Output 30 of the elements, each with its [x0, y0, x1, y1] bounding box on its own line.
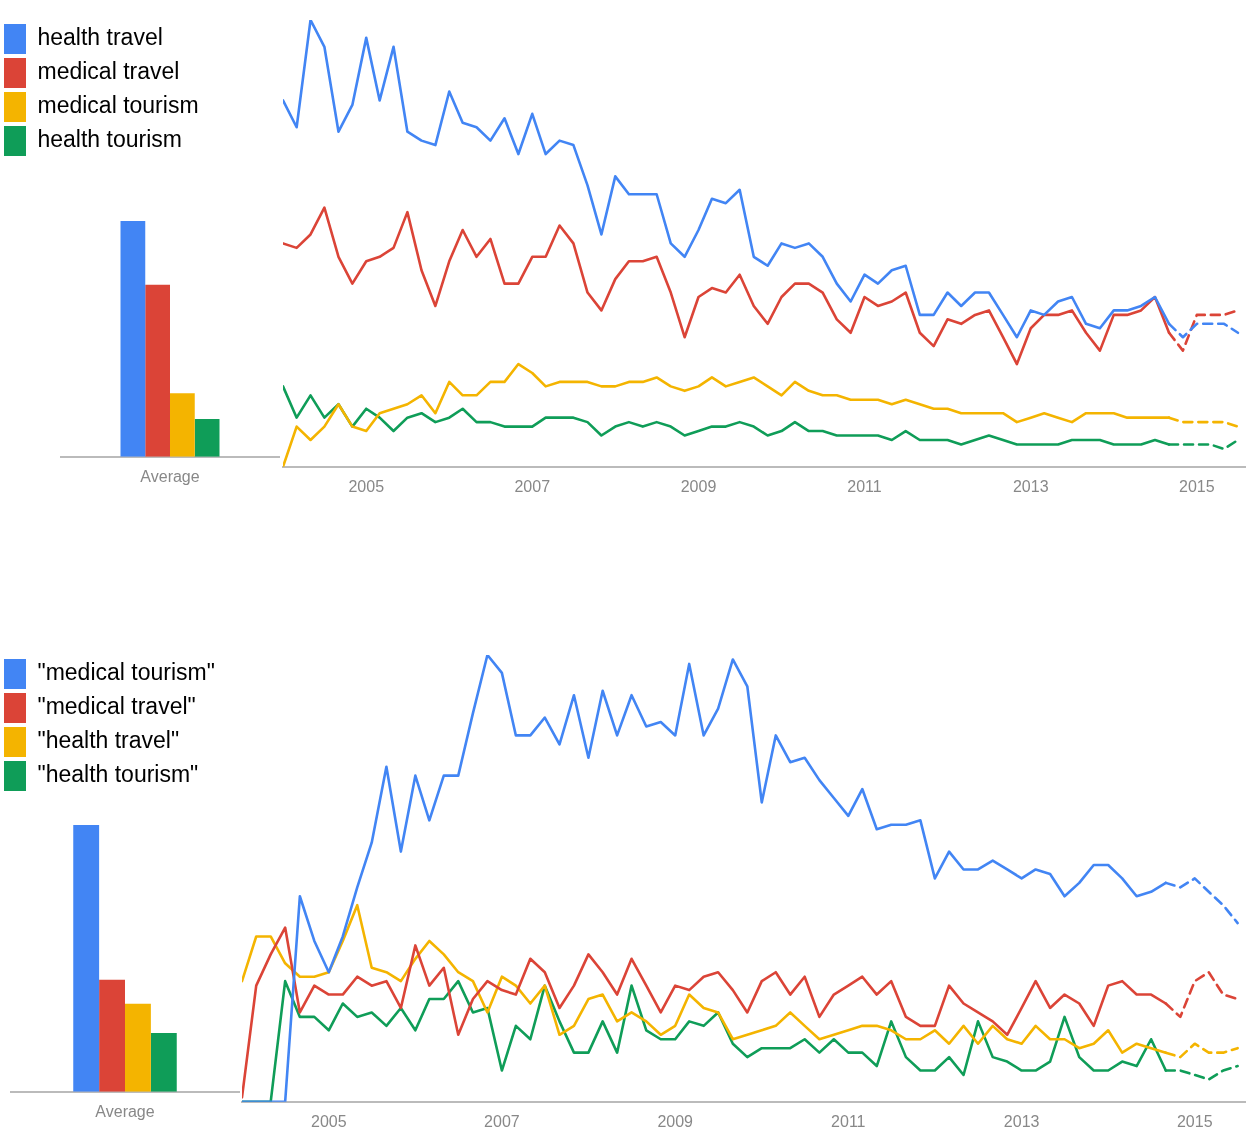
legend-label: medical travel: [37, 58, 180, 85]
bar: [145, 284, 170, 457]
x-tick-label: 2011: [847, 477, 882, 495]
x-tick-label: 2013: [1003, 1112, 1040, 1130]
legend-label: "health tourism": [37, 761, 199, 788]
legend-label: "health travel": [37, 727, 180, 754]
bar: [125, 1003, 151, 1092]
x-tick-label: 2005: [310, 1112, 347, 1130]
x-tick-label: 2015: [1176, 1112, 1213, 1130]
legend-label: medical tourism: [37, 92, 199, 119]
x-tick-label: 2011: [831, 1112, 866, 1130]
x-tick-label: Average: [140, 467, 200, 485]
x-tick-label: 2013: [1012, 477, 1049, 495]
x-tick-label: 2007: [514, 477, 551, 495]
legend-label: "medical travel": [37, 693, 196, 720]
bar: [150, 1033, 177, 1092]
x-tick-label: 2007: [484, 1112, 520, 1130]
x-tick-label: Average: [95, 1102, 155, 1120]
x-tick-label: 2015: [1178, 477, 1215, 495]
legend-label: health tourism: [37, 126, 182, 153]
x-tick-label: 2009: [680, 477, 717, 495]
x-tick-label: 2005: [348, 477, 385, 495]
legend-label: "medical tourism": [37, 659, 215, 686]
bar: [99, 979, 125, 1092]
bar: [194, 419, 220, 457]
x-tick-label: 2009: [657, 1112, 694, 1130]
legend-label: health travel: [37, 24, 163, 51]
bar: [120, 221, 146, 457]
bar: [170, 393, 195, 457]
bar: [73, 825, 100, 1092]
